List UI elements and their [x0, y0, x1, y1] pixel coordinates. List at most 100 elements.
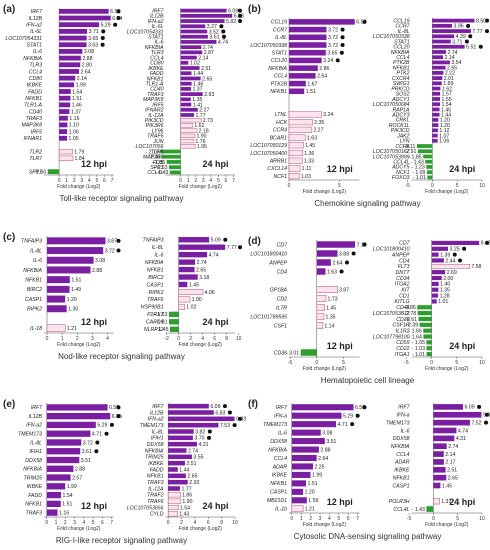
value-label: - 2.43 [147, 155, 160, 161]
bar [180, 97, 191, 102]
gene-label: TNFAIP3 [21, 239, 42, 245]
significance-dot [116, 16, 121, 21]
bar [433, 435, 455, 442]
x-tick-label: 0 [432, 516, 435, 522]
bar [168, 311, 179, 318]
value-label: - 2.61 [404, 317, 417, 323]
bar [431, 293, 439, 298]
gene-label: NFKB1 [393, 65, 410, 71]
gene-label: ADAR [272, 464, 288, 470]
value-label: - 1.64 [409, 334, 422, 340]
significance-dot [339, 269, 344, 274]
value-label: 3.71 [89, 29, 99, 35]
gene-label: CASP1 [146, 282, 163, 288]
bar [288, 111, 322, 118]
gene-label: FADD [150, 71, 164, 77]
bar [180, 60, 189, 65]
gene-label: CXCR4 [392, 76, 410, 82]
x-tick-label: 5 [342, 360, 345, 366]
gene-label: TRAF6 [147, 134, 164, 140]
gene-label: CASP1 [392, 483, 409, 489]
x-tick-label: 5 [217, 178, 220, 184]
bar [433, 411, 482, 418]
value-label: 3.25 [450, 247, 460, 253]
value-label: 1.76 [195, 139, 205, 145]
x-tick-label: 7 [110, 520, 113, 526]
bar [431, 240, 480, 246]
bar [59, 135, 68, 141]
gene-label: IL-6 [33, 258, 42, 264]
bar [46, 439, 82, 446]
bar [432, 107, 440, 112]
value-label: 4.06 [205, 290, 215, 296]
timepoint-label: 12 hpi [327, 497, 353, 507]
bar [431, 246, 449, 251]
bar [316, 268, 326, 275]
value-label: 3.65 [327, 51, 337, 57]
value-label: 1.41 [193, 102, 203, 108]
value-label: 3.24 [323, 58, 333, 64]
gene-label: CCL4 [274, 456, 287, 462]
bar [166, 160, 181, 164]
bar [47, 276, 70, 284]
panel-title: Chemokine signaling pathway [314, 199, 420, 208]
bar [426, 170, 433, 175]
value-label: 1.55 [442, 97, 452, 103]
gene-label: IRF5 [152, 102, 163, 108]
bar [168, 403, 209, 409]
value-label: 6.09 [464, 405, 474, 411]
gene-label: IFN-a [274, 413, 287, 419]
bar [431, 281, 439, 286]
value-label: 3.72 [328, 35, 338, 41]
gene-label: IRF7 [152, 404, 164, 410]
significance-dot [485, 412, 489, 417]
gene-label: CCL4 [150, 55, 163, 61]
bar [300, 349, 317, 356]
value-label: - 2.39 [405, 323, 418, 329]
value-label: 3.54 [451, 60, 461, 66]
gene-label: TRIM25 [24, 475, 43, 481]
value-label: 1.45 [442, 483, 452, 489]
bar [167, 511, 178, 517]
bar [426, 346, 432, 351]
bar [178, 303, 186, 310]
value-label: 2.87 [204, 50, 214, 56]
bar [291, 438, 325, 445]
significance-dot [355, 413, 360, 418]
value-label: 6.56 [110, 9, 120, 15]
gene-label: IFN-a2 [26, 423, 42, 429]
value-label: - 1.01 [413, 175, 426, 181]
gene-label: IL7R [276, 305, 287, 311]
x-tick-label: 0 [45, 520, 48, 526]
bar [168, 422, 219, 428]
timepoint-label: 12 hpi [81, 501, 107, 511]
value-label: 1.86 [182, 493, 192, 499]
value-label: 1.77 [182, 486, 192, 492]
bar [59, 22, 100, 28]
gene-label: SWIG1 [393, 81, 410, 87]
x-tick-label: 4 [194, 520, 197, 526]
gene-label: LOC101800410 [250, 251, 287, 257]
bar [291, 429, 321, 436]
gene-label: CCL4 [396, 452, 409, 458]
x-axis-label: Fold change (Log2) [57, 342, 101, 348]
value-label: 2.51 [201, 66, 211, 72]
value-label: 3.52 [209, 29, 219, 35]
bar [59, 89, 71, 94]
gene-label: ARRB1 [269, 159, 287, 165]
bar [178, 237, 210, 243]
gene-label: NFKB1 [147, 267, 164, 273]
bar [288, 126, 313, 133]
bar [432, 138, 438, 143]
x-tick-label: 1 [55, 520, 58, 526]
bar [59, 28, 88, 34]
gene-label: LOC107054331 [5, 36, 42, 42]
x-axis-label: Fold change (Log2) [179, 526, 223, 532]
bar [178, 251, 208, 258]
x-tick-label: 3 [80, 178, 83, 184]
gene-label: KITLG [395, 299, 410, 305]
gene-label: CXCL14 [267, 166, 287, 172]
value-label: - 1.53 [154, 165, 167, 171]
gene-label: IL12B [150, 410, 164, 416]
